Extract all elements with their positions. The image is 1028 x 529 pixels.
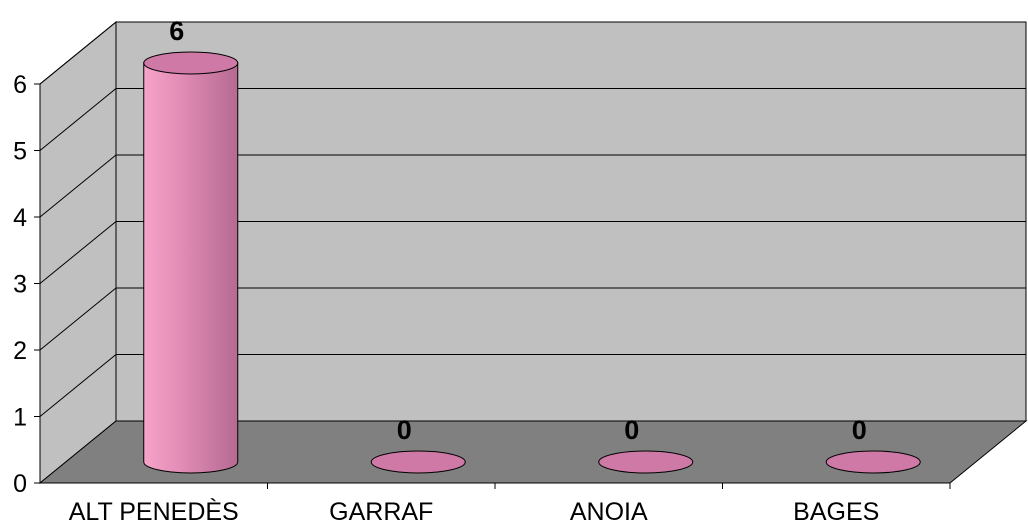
x-tick-label: GARRAF <box>329 498 433 526</box>
axes: 0 1 2 3 4 5 6 <box>13 71 951 498</box>
gridline-side <box>39 287 117 351</box>
gridline-side <box>39 154 117 218</box>
y-tick-label: 5 <box>13 138 27 166</box>
gridline-side <box>39 221 117 284</box>
bars <box>143 51 921 474</box>
y-tick-label: 0 <box>13 470 27 498</box>
y-tick-label: 4 <box>13 204 27 232</box>
y-tick-label: 2 <box>13 337 27 365</box>
bar-cylinder-top <box>370 450 466 474</box>
gridlines <box>39 21 1026 417</box>
gridline-side <box>39 88 117 151</box>
data-label: 6 <box>169 16 184 46</box>
x-tick-label: BAGES <box>793 498 879 526</box>
data-label: 0 <box>852 415 867 445</box>
bar-cylinder-top <box>825 450 921 474</box>
gridline-side <box>39 354 117 417</box>
y-tick-label: 1 <box>13 404 27 432</box>
y-tick-label: 3 <box>13 271 27 299</box>
labels: 6 ALT PENEDÈS 0 GARRAF 0 ANOIA 0 BAGES <box>69 16 880 526</box>
gridline-side <box>39 21 117 85</box>
x-tick-label: ANOIA <box>570 498 648 526</box>
bar-cylinder-top <box>598 450 694 474</box>
data-label: 0 <box>624 415 639 445</box>
bar-cylinder-body <box>143 62 239 474</box>
data-label: 0 <box>397 415 412 445</box>
bar-cylinder-top <box>143 51 239 75</box>
x-tick-label: ALT PENEDÈS <box>69 497 239 526</box>
y-tick-label: 6 <box>13 71 27 99</box>
